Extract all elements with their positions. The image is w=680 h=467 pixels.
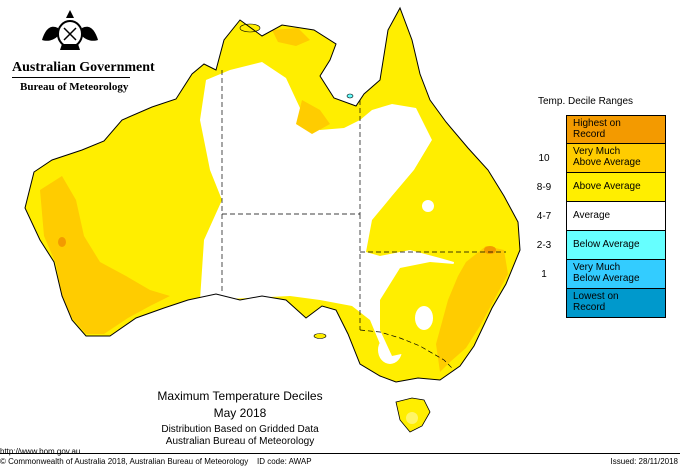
footer-divider	[0, 453, 680, 454]
legend-swatch: Very Much Below Average	[566, 260, 666, 289]
commonwealth-crest-icon	[42, 10, 98, 50]
legend-label: Above Average	[573, 181, 641, 192]
legend-swatch: Above Average	[566, 173, 666, 202]
legend-range: 10	[538, 153, 550, 164]
average-patch-qld	[422, 200, 434, 212]
highest-record-qld	[484, 246, 496, 254]
tasmania-average-patch	[406, 412, 418, 424]
tasmania	[395, 397, 431, 433]
header-divider	[12, 77, 130, 78]
legend-range	[530, 289, 558, 318]
legend-label: Above Average	[573, 157, 641, 168]
legend-label: Record	[573, 129, 606, 140]
copyright-text: © Commonwealth of Australia 2018, Austra…	[0, 457, 249, 466]
legend-range: 8-9	[536, 182, 552, 193]
map-period: May 2018	[213, 406, 267, 420]
legend-range: 1	[541, 269, 547, 280]
legend-swatch: Highest on Record	[566, 115, 666, 144]
legend-swatch: Very Much Above Average	[566, 144, 666, 173]
kangaroo-island	[313, 333, 327, 339]
legend-label: Lowest on	[573, 291, 619, 302]
legend-label: Very Much	[573, 146, 621, 157]
map-title: Maximum Temperature Deciles	[157, 389, 323, 403]
legend-swatch: Below Average	[566, 231, 666, 260]
legend-range	[530, 115, 558, 144]
very-much-above-nt	[296, 100, 330, 134]
legend-item: 1 Very Much Below Average	[530, 260, 670, 289]
groote-eylandt	[346, 93, 354, 99]
legend-label: Record	[573, 302, 606, 313]
issued-date: Issued: 28/11/2018	[610, 457, 678, 466]
map-subtitle: Distribution Based on Gridded Data	[161, 424, 319, 435]
legend-range: 4-7	[536, 211, 552, 222]
legend-label: Very Much	[573, 262, 621, 273]
legend-label: Average	[573, 210, 611, 221]
average-region-central	[200, 62, 454, 344]
very-much-above-top-end	[272, 28, 310, 46]
above-average-se	[380, 262, 454, 356]
legend-item: 8-9 Above Average	[530, 173, 670, 202]
government-title: Australian Government	[12, 60, 155, 75]
very-much-above-east	[436, 246, 508, 372]
legend-swatch: Average	[566, 202, 666, 231]
melville-island	[239, 23, 261, 33]
above-average-qld	[376, 122, 520, 252]
bureau-title: Bureau of Meteorology	[20, 81, 129, 93]
map-source: Australian Bureau of Meteorology	[165, 436, 315, 447]
state-borders	[221, 70, 506, 369]
legend-label: Highest on	[573, 118, 621, 129]
legend-item: 2-3 Below Average	[530, 231, 670, 260]
bom-url: http://www.bom.gov.au	[0, 447, 81, 456]
legend-item: Lowest on Record	[530, 289, 670, 318]
legend-item: Highest on Record	[530, 115, 670, 144]
legend-label: Below Average	[573, 239, 640, 250]
coastline	[24, 6, 521, 383]
id-code: ID code: AWAP	[257, 457, 312, 466]
legend-swatch: Lowest on Record	[566, 289, 666, 318]
legend-item: 10 Very Much Above Average	[530, 144, 670, 173]
highest-record-wa	[58, 237, 66, 247]
legend-item: 4-7 Average	[530, 202, 670, 231]
nsw-vic-border	[359, 329, 453, 369]
legend-range: 2-3	[536, 240, 552, 251]
very-much-above-wa	[40, 176, 170, 334]
legend-title: Temp. Decile Ranges	[538, 96, 634, 107]
legend-label: Below Average	[573, 273, 640, 284]
average-patch-se	[415, 306, 433, 330]
